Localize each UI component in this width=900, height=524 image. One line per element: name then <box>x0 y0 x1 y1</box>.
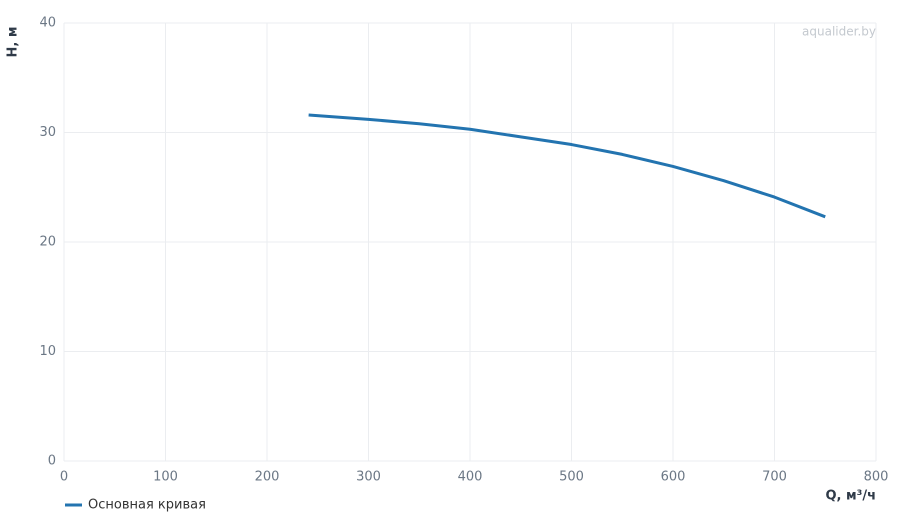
x-tick-label: 600 <box>661 470 686 485</box>
x-tick-label: 400 <box>458 470 483 485</box>
x-axis-title: Q, м³/ч <box>825 489 876 504</box>
x-tick-label: 200 <box>255 470 280 485</box>
x-tick-label: 300 <box>356 470 381 485</box>
y-axis-title: H, м <box>6 27 21 58</box>
y-tick-label: 20 <box>39 235 56 250</box>
x-tick-label: 100 <box>153 470 178 485</box>
x-tick-label: 0 <box>60 470 68 485</box>
legend-label: Основная кривая <box>88 498 206 513</box>
y-tick-label: 0 <box>48 454 56 469</box>
x-tick-label: 700 <box>762 470 787 485</box>
y-tick-label: 10 <box>39 344 56 359</box>
line <box>308 113 826 219</box>
y-tick-label: 30 <box>39 125 56 140</box>
x-tick-label: 500 <box>559 470 584 485</box>
x-tick-label: 800 <box>864 470 889 485</box>
watermark: aqualider.by <box>802 25 876 39</box>
y-tick-label: 40 <box>39 16 56 31</box>
